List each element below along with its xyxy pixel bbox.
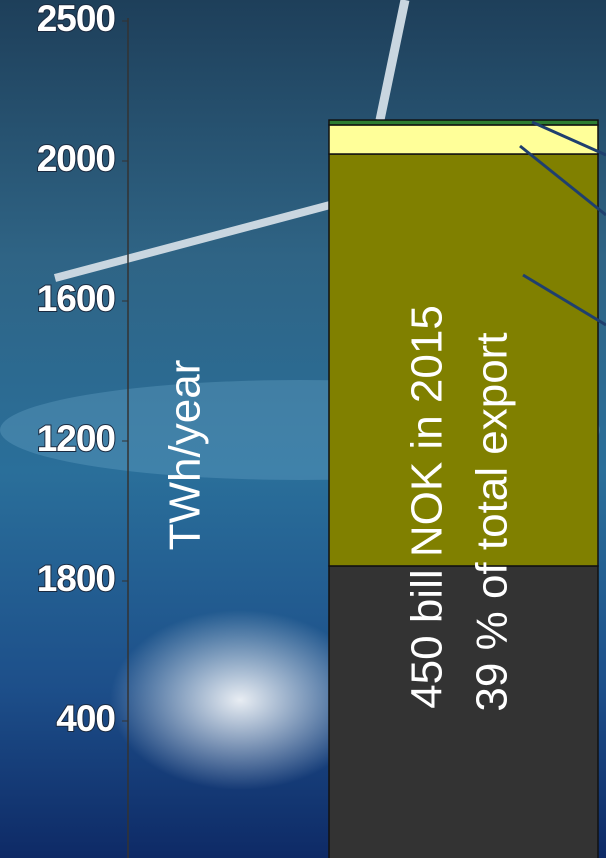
foam [110, 610, 370, 790]
y-axis-label: TWh/year [161, 360, 210, 551]
leader-line [519, 144, 606, 217]
bar-segment [328, 153, 599, 567]
annotation: 39 % of total export [468, 332, 517, 711]
bar-segment [328, 565, 599, 858]
y-tick-label: 2500 [37, 0, 116, 39]
leader-line [531, 120, 606, 157]
leader-line [522, 273, 606, 327]
bar-segment [328, 119, 599, 126]
y-tick-label: 400 [56, 698, 115, 739]
bar-segment [328, 124, 599, 155]
y-tick-label: 1800 [37, 558, 116, 599]
annotation: 450 bill NOK in 2015 [403, 305, 452, 709]
y-tick-label: 2000 [37, 138, 116, 179]
y-tick-label: 1200 [37, 418, 116, 459]
turbine-blade [375, 0, 410, 121]
y-tick-label: 1600 [37, 278, 116, 319]
turbine-blade [53, 201, 332, 282]
